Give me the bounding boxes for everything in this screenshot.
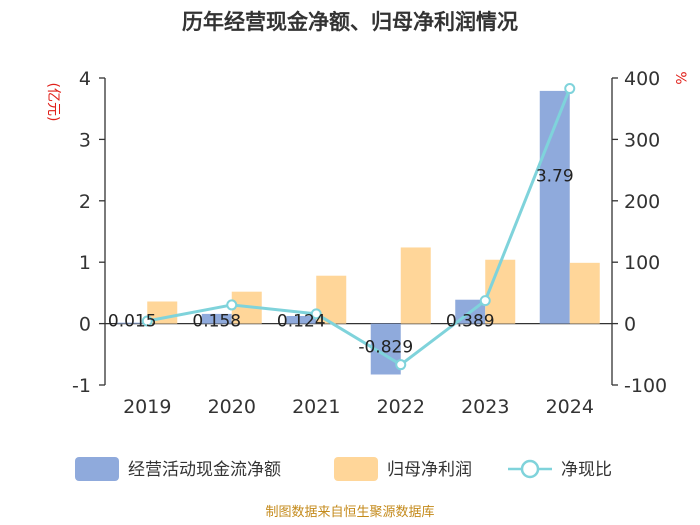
right-tick-label: 100 [624, 252, 660, 274]
legend-label-ratio: 净现比 [561, 460, 612, 480]
right-tick-label: 200 [624, 191, 660, 213]
ratio-point [226, 299, 238, 311]
legend-swatch-cashflow [75, 457, 119, 481]
bar-profit [400, 247, 431, 324]
data-label-cashflow: 0.124 [277, 312, 326, 332]
x-tick-label: 2019 [123, 396, 171, 418]
legend-marker-ratio [520, 459, 540, 479]
data-label-cashflow: 0.389 [446, 312, 495, 332]
x-tick-label: 2020 [208, 396, 256, 418]
legend-swatch-profit [334, 457, 378, 481]
bars [117, 90, 600, 375]
bar-cashflow [201, 313, 232, 324]
left-axis-ticks: 4 3 2 1 0 -1 [72, 68, 105, 397]
legend: 经营活动现金流净额 归母净利润 净现比 [75, 457, 612, 481]
bar-cashflow [117, 322, 148, 324]
data-label-cashflow: 0.015 [108, 312, 157, 332]
chart-title: 历年经营现金净额、归母净利润情况 [182, 10, 518, 34]
data-label-cashflow: -0.829 [358, 338, 413, 358]
ratio-point [564, 83, 576, 95]
left-tick-label: 0 [79, 314, 91, 336]
bar-profit [569, 262, 600, 324]
left-tick-label: 3 [79, 129, 91, 151]
legend-label-cashflow: 经营活动现金流净额 [128, 460, 281, 480]
right-axis-unit: % [672, 71, 688, 84]
ratio-point [141, 315, 153, 327]
x-tick-label: 2022 [377, 396, 425, 418]
left-tick-label: 4 [79, 68, 91, 90]
data-label-cashflow: 0.158 [192, 312, 241, 332]
x-tick-label: 2023 [461, 396, 509, 418]
ratio-point [395, 359, 407, 371]
right-tick-label: 0 [624, 314, 636, 336]
right-axis-ticks: 400 300 200 100 0 -100 [612, 68, 667, 397]
ratio-point [479, 295, 491, 307]
ratio-line-path [146, 88, 572, 367]
x-tick-label: 2024 [546, 396, 594, 418]
data-labels: 0.015 0.158 0.124 -0.829 0.389 3.79 [108, 167, 574, 358]
source-note: 制图数据来自恒生聚源数据库 [265, 504, 434, 520]
right-tick-label: 400 [624, 68, 660, 90]
x-tick-label: 2021 [292, 396, 340, 418]
left-axis-unit: (亿元) [45, 83, 61, 122]
left-tick-label: 1 [79, 252, 91, 274]
right-tick-label: -100 [624, 375, 667, 397]
legend-label-profit: 归母净利润 [387, 460, 472, 480]
data-label-cashflow: 3.79 [536, 167, 574, 187]
right-tick-label: 300 [624, 129, 660, 151]
ratio-line [141, 83, 576, 371]
x-axis-ticks: 2019 2020 2021 2022 2023 2024 [123, 396, 594, 418]
bar-cashflow [286, 315, 317, 324]
ratio-point [310, 308, 322, 320]
left-tick-label: -1 [72, 375, 91, 397]
left-tick-label: 2 [79, 191, 91, 213]
